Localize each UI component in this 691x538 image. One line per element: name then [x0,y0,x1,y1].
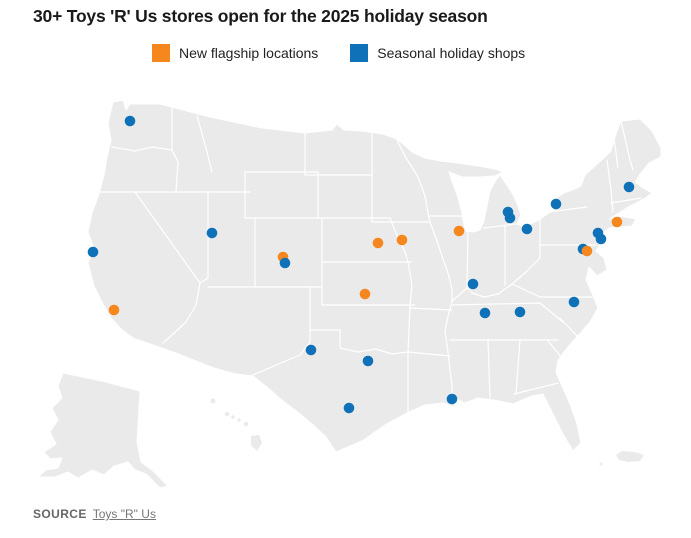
store-dot [108,304,120,316]
source-link[interactable]: Toys "R" Us [92,507,156,521]
store-dot [124,115,136,127]
legend-swatch-flagship-icon [152,44,170,62]
store-dots [87,115,635,414]
store-dot [446,393,458,405]
store-dot [550,198,562,210]
chart-title: 30+ Toys 'R' Us stores open for the 2025… [33,6,488,26]
store-dot [279,257,291,269]
source-line: SOURCE Toys "R" Us [33,507,156,521]
store-dot [514,306,526,318]
store-dot [504,212,516,224]
hawaii-islands [210,398,262,451]
legend-label-flagship: New flagship locations [179,45,319,61]
puerto-rico-shape [599,451,644,466]
store-dot [453,225,465,237]
store-dot [305,344,317,356]
legend-item-flagship: New flagship locations [152,44,318,62]
store-dot [479,307,491,319]
alaska-shape [37,372,169,489]
store-dot [623,181,635,193]
store-dot [343,402,355,414]
store-dot [362,355,374,367]
legend: New flagship locations Seasonal holiday … [152,44,525,62]
source-label: SOURCE [33,507,87,521]
store-dot [87,246,99,258]
store-dot [521,223,533,235]
store-dot [568,296,580,308]
legend-item-seasonal: Seasonal holiday shops [350,44,525,62]
store-dot [467,278,479,290]
store-dot [396,234,408,246]
store-dot [611,216,623,228]
store-dot [206,227,218,239]
store-dot [359,288,371,300]
store-dot [581,245,593,257]
store-dot [595,233,607,245]
legend-swatch-seasonal-icon [350,44,369,62]
store-dot [372,237,384,249]
legend-label-seasonal: Seasonal holiday shops [377,45,526,61]
